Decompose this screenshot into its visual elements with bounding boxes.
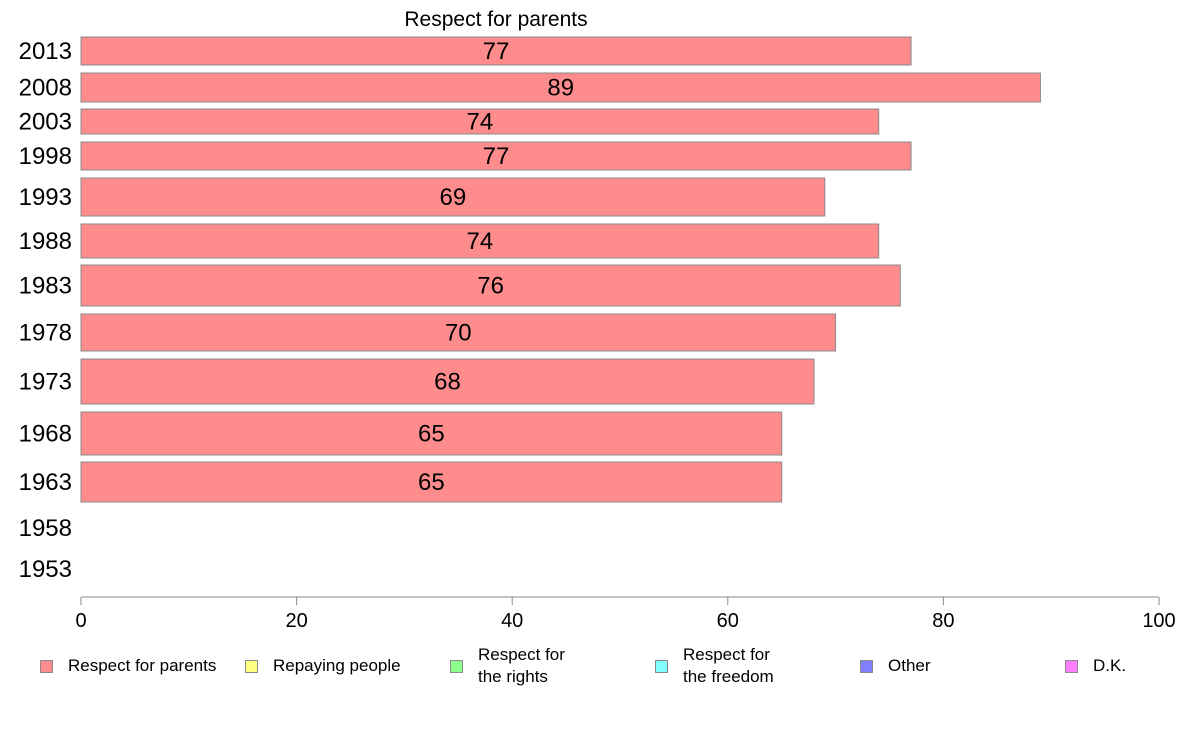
x-tick-label: 20 (285, 610, 307, 632)
value-label: 65 (418, 469, 445, 496)
bar (80, 223, 880, 259)
category-label: 1958 (19, 515, 72, 542)
legend-swatch (450, 659, 463, 673)
value-label: 89 (547, 75, 574, 102)
value-label: 77 (483, 143, 510, 170)
value-label: 65 (418, 421, 445, 448)
bars-layer: 2013 77 2008 89 2003 74 1998 77 1993 69 1988 74 1983… (19, 36, 1041, 583)
value-label: 68 (434, 369, 461, 396)
value-label: 69 (440, 184, 467, 211)
bar (80, 264, 901, 307)
bar-row-1953: 1953 (19, 556, 72, 583)
bar-row-2003: 2003 74 (19, 108, 880, 136)
bar-row-1998: 1998 77 (19, 141, 912, 171)
bar-row-1963: 1963 65 (19, 461, 783, 503)
bar (80, 313, 837, 352)
x-tick-label: 80 (932, 610, 954, 632)
category-label: 1988 (19, 228, 72, 255)
legend-label: Respect for the rights (478, 645, 565, 686)
legend-item: Other (860, 642, 931, 690)
value-label: 70 (445, 320, 472, 347)
legend-swatch (245, 659, 258, 673)
legend-label: Repaying people (273, 656, 401, 675)
x-tick-label: 0 (75, 610, 86, 632)
bar (80, 108, 880, 135)
legend-label: D.K. (1093, 656, 1127, 675)
x-axis: 0 20 40 60 80 100 (75, 596, 1176, 632)
legend-item: Respect for the freedom (655, 642, 774, 690)
legend-swatch (655, 659, 668, 673)
legend-label: Respect for the freedom (683, 645, 774, 686)
legend-item: Respect for parents (40, 642, 216, 690)
category-label: 2008 (19, 75, 72, 102)
legend-swatch (1065, 659, 1078, 673)
legend: Respect for parents Repaying people Respec… (0, 640, 1188, 700)
bar (80, 358, 815, 405)
bar-row-2008: 2008 89 (19, 72, 1041, 103)
bar-row-1968: 1968 65 (19, 411, 783, 456)
x-tick-label: 100 (1142, 610, 1175, 632)
category-label: 1973 (19, 369, 72, 396)
legend-item: Respect for the rights (450, 642, 565, 690)
x-tick-label: 60 (717, 610, 739, 632)
category-label: 2003 (19, 109, 72, 136)
category-label: 1968 (19, 421, 72, 448)
category-label: 1978 (19, 320, 72, 347)
bar-row-1993: 1993 69 (19, 177, 826, 217)
category-label: 1998 (19, 143, 72, 170)
bar-row-1983: 1983 76 (19, 264, 901, 307)
category-label: 1963 (19, 469, 72, 496)
value-label: 77 (483, 38, 510, 65)
category-label: 1953 (19, 556, 72, 583)
bar-row-2013: 2013 77 (19, 36, 912, 66)
value-label: 74 (467, 228, 494, 255)
bar (80, 411, 783, 456)
value-label: 76 (477, 273, 504, 300)
bar-row-1973: 1973 68 (19, 358, 815, 405)
bar-row-1958: 1958 (19, 515, 72, 542)
bar (80, 36, 912, 66)
bar (80, 177, 826, 217)
legend-item: D.K. (1065, 642, 1126, 690)
bar (80, 141, 912, 171)
chart-title: Respect for parents (404, 8, 587, 31)
legend-label: Other (888, 656, 931, 675)
bar-row-1978: 1978 70 (19, 313, 837, 352)
x-tick-label: 40 (501, 610, 523, 632)
category-label: 1983 (19, 273, 72, 300)
value-label: 74 (467, 109, 494, 136)
bar-row-1988: 1988 74 (19, 223, 880, 259)
legend-swatch (40, 659, 53, 673)
legend-swatch (860, 659, 873, 673)
category-label: 2013 (19, 38, 72, 65)
legend-item: Repaying people (245, 642, 401, 690)
bar (80, 72, 1041, 103)
legend-label: Respect for parents (68, 656, 217, 675)
category-label: 1993 (19, 184, 72, 211)
bar (80, 461, 783, 503)
